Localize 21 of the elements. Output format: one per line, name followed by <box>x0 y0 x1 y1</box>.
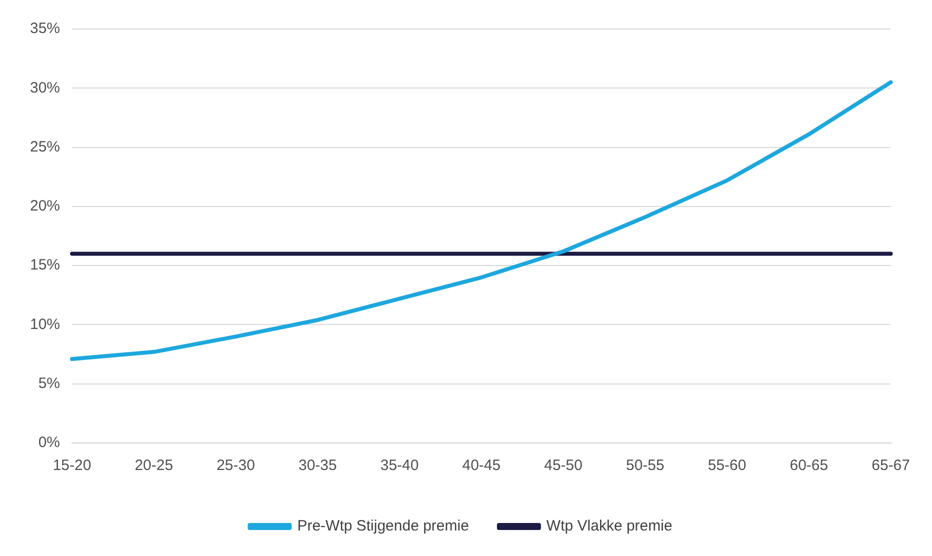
x-tick-label: 35-40 <box>380 457 419 474</box>
x-tick-label: 15-20 <box>52 457 92 474</box>
y-tick-label: 15% <box>30 256 60 274</box>
x-tick-label: 25-30 <box>216 457 255 474</box>
legend-label: Wtp Vlakke premie <box>546 518 672 535</box>
x-tick-label: 55-60 <box>708 457 746 474</box>
y-tick-label: 0% <box>38 434 60 452</box>
x-tick-label: 20-25 <box>134 457 174 474</box>
x-tick-label: 45-50 <box>544 457 582 474</box>
x-tick-label: 40-45 <box>462 457 501 474</box>
y-tick-label: 5% <box>38 375 60 392</box>
y-tick-label: 25% <box>30 138 60 156</box>
x-tick-label: 65-67 <box>872 457 910 474</box>
y-tick-label: 20% <box>30 198 60 215</box>
y-tick-label: 30% <box>30 79 60 96</box>
x-tick-label: 60-65 <box>790 457 828 474</box>
y-tick-label: 10% <box>30 316 60 333</box>
legend-label: Pre-Wtp Stijgende premie <box>297 518 469 535</box>
x-tick-label: 30-35 <box>298 457 337 474</box>
y-tick-label: 35% <box>30 20 60 38</box>
x-tick-label: 50-55 <box>626 457 664 474</box>
